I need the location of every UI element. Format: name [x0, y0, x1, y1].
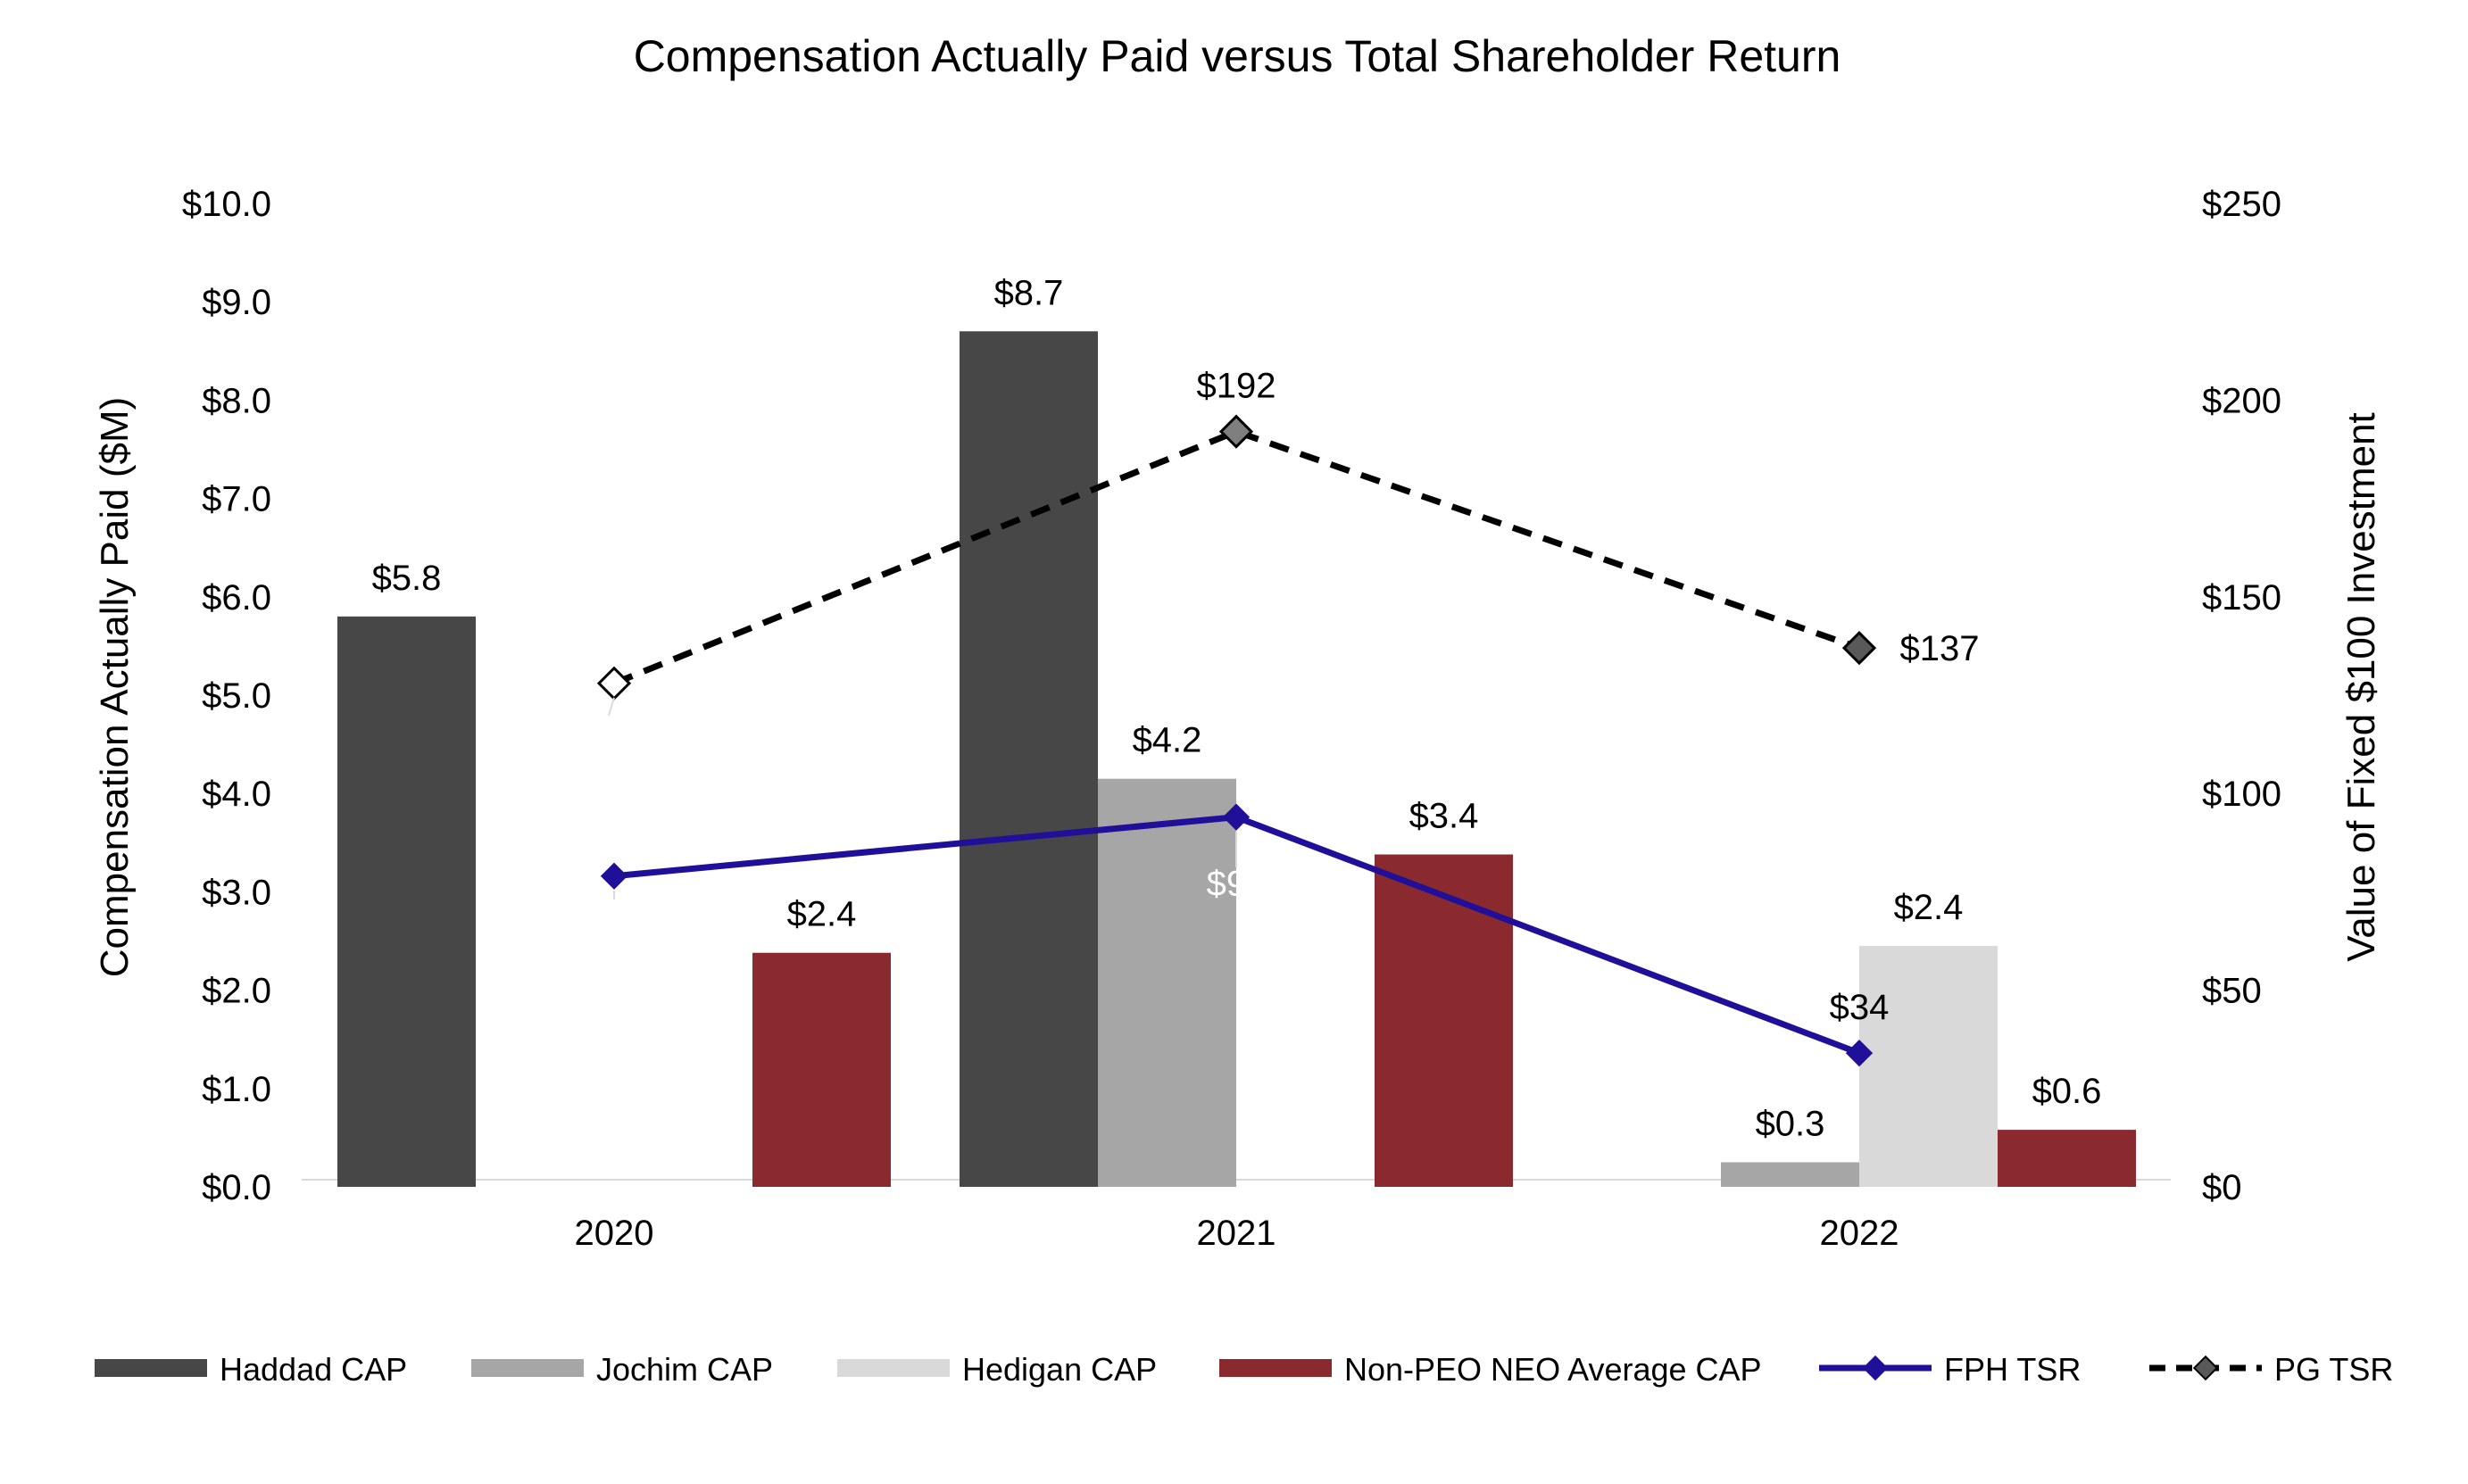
y2-tick-label: $0 — [2202, 1168, 2242, 1207]
bar-data-label: $5.8 — [372, 559, 442, 598]
bar — [1859, 946, 1998, 1187]
y2-tick-label: $150 — [2202, 578, 2281, 618]
legend-label: Non-PEO NEO Average CAP — [1344, 1351, 1762, 1388]
bar-data-label: $3.4 — [1409, 797, 1479, 836]
legend-swatch — [837, 1359, 950, 1377]
legend-marker — [1862, 1355, 1889, 1381]
line-data-label: $79 — [585, 897, 644, 936]
bar — [1998, 1130, 2136, 1187]
series-marker — [596, 666, 632, 701]
legend-swatch — [95, 1359, 207, 1377]
series-marker — [1218, 414, 1254, 449]
y-tick-label: $4.0 — [202, 775, 271, 814]
bar — [1098, 778, 1236, 1187]
legend-label: Jochim CAP — [596, 1351, 773, 1388]
line-data-label: $137 — [1900, 629, 1980, 668]
x-tick-label: 2022 — [1820, 1214, 1899, 1253]
line-data-label: $94 — [1207, 865, 1267, 904]
bar-data-label: $0.3 — [1756, 1104, 1825, 1143]
bar — [1721, 1162, 1859, 1187]
chart-title: Compensation Actually Paid versus Total … — [634, 31, 1841, 81]
y-axis-label: Compensation Actually Paid ($M) — [93, 397, 137, 978]
series-line — [612, 428, 1861, 687]
y2-axis-label: Value of Fixed $100 Investment — [2339, 412, 2383, 962]
y-tick-label: $3.0 — [202, 873, 271, 912]
series-marker — [1841, 630, 1877, 666]
x-tick-label: 2020 — [575, 1214, 654, 1253]
line-data-label: $34 — [1830, 988, 1890, 1027]
line-data-label: $128 — [569, 713, 649, 752]
y-tick-label: $1.0 — [202, 1070, 271, 1109]
data-labels: $5.8 $8.7 $4.2 $0.3 $2.4 $2.4 $3.4 $0.6 $79 $94 $3… — [372, 273, 2102, 1143]
legend-label: Haddad CAP — [220, 1351, 407, 1388]
legend-swatch — [1219, 1359, 1332, 1377]
bar — [960, 331, 1098, 1187]
label-leader-line — [608, 697, 615, 717]
series-marker — [1845, 1040, 1874, 1067]
y2-axis-ticks: $0 $50 $100 $150 $200 $250 — [2202, 185, 2281, 1207]
bar — [1375, 854, 1513, 1187]
bar-data-label: $2.4 — [787, 895, 857, 934]
bar-data-label: $8.7 — [994, 273, 1064, 312]
legend-label: Hedigan CAP — [962, 1351, 1157, 1388]
legend-marker — [2192, 1355, 2219, 1381]
y2-tick-label: $100 — [2202, 775, 2281, 814]
legend-label: FPH TSR — [1944, 1351, 2081, 1388]
y-tick-label: $8.0 — [202, 381, 271, 420]
bar — [337, 616, 476, 1187]
x-axis-ticks: 2020 2021 2022 — [575, 1214, 1899, 1253]
y-tick-label: $10.0 — [182, 185, 271, 224]
y-tick-label: $2.0 — [202, 972, 271, 1011]
legend: Haddad CAP Jochim CAP Hedigan CAP Non-PEO N… — [95, 1351, 2393, 1388]
y2-tick-label: $250 — [2202, 185, 2281, 224]
line-marks — [596, 414, 1877, 1067]
y-tick-label: $6.0 — [202, 578, 271, 618]
legend-swatch — [471, 1359, 584, 1377]
bar — [752, 952, 891, 1187]
y-tick-label: $9.0 — [202, 283, 271, 322]
x-tick-label: 2021 — [1197, 1214, 1276, 1253]
legend-label: PG TSR — [2274, 1351, 2393, 1388]
y-axis-ticks: $0.0 $1.0 $2.0 $3.0 $4.0 $5.0 $6.0 $7.0 $8.0 $9.0… — [182, 185, 271, 1207]
y-tick-label: $7.0 — [202, 480, 271, 519]
y-tick-label: $0.0 — [202, 1168, 271, 1207]
series-marker — [1222, 803, 1251, 831]
bar-data-label: $0.6 — [2032, 1072, 2102, 1111]
y2-tick-label: $200 — [2202, 381, 2281, 420]
series-marker — [600, 862, 628, 890]
y-tick-label: $5.0 — [202, 676, 271, 716]
line-data-label: $192 — [1197, 367, 1276, 406]
bar-data-label: $2.4 — [1894, 888, 1964, 927]
bar-data-label: $4.2 — [1133, 721, 1202, 760]
bar-marks — [337, 331, 2136, 1187]
y2-tick-label: $50 — [2202, 972, 2262, 1011]
